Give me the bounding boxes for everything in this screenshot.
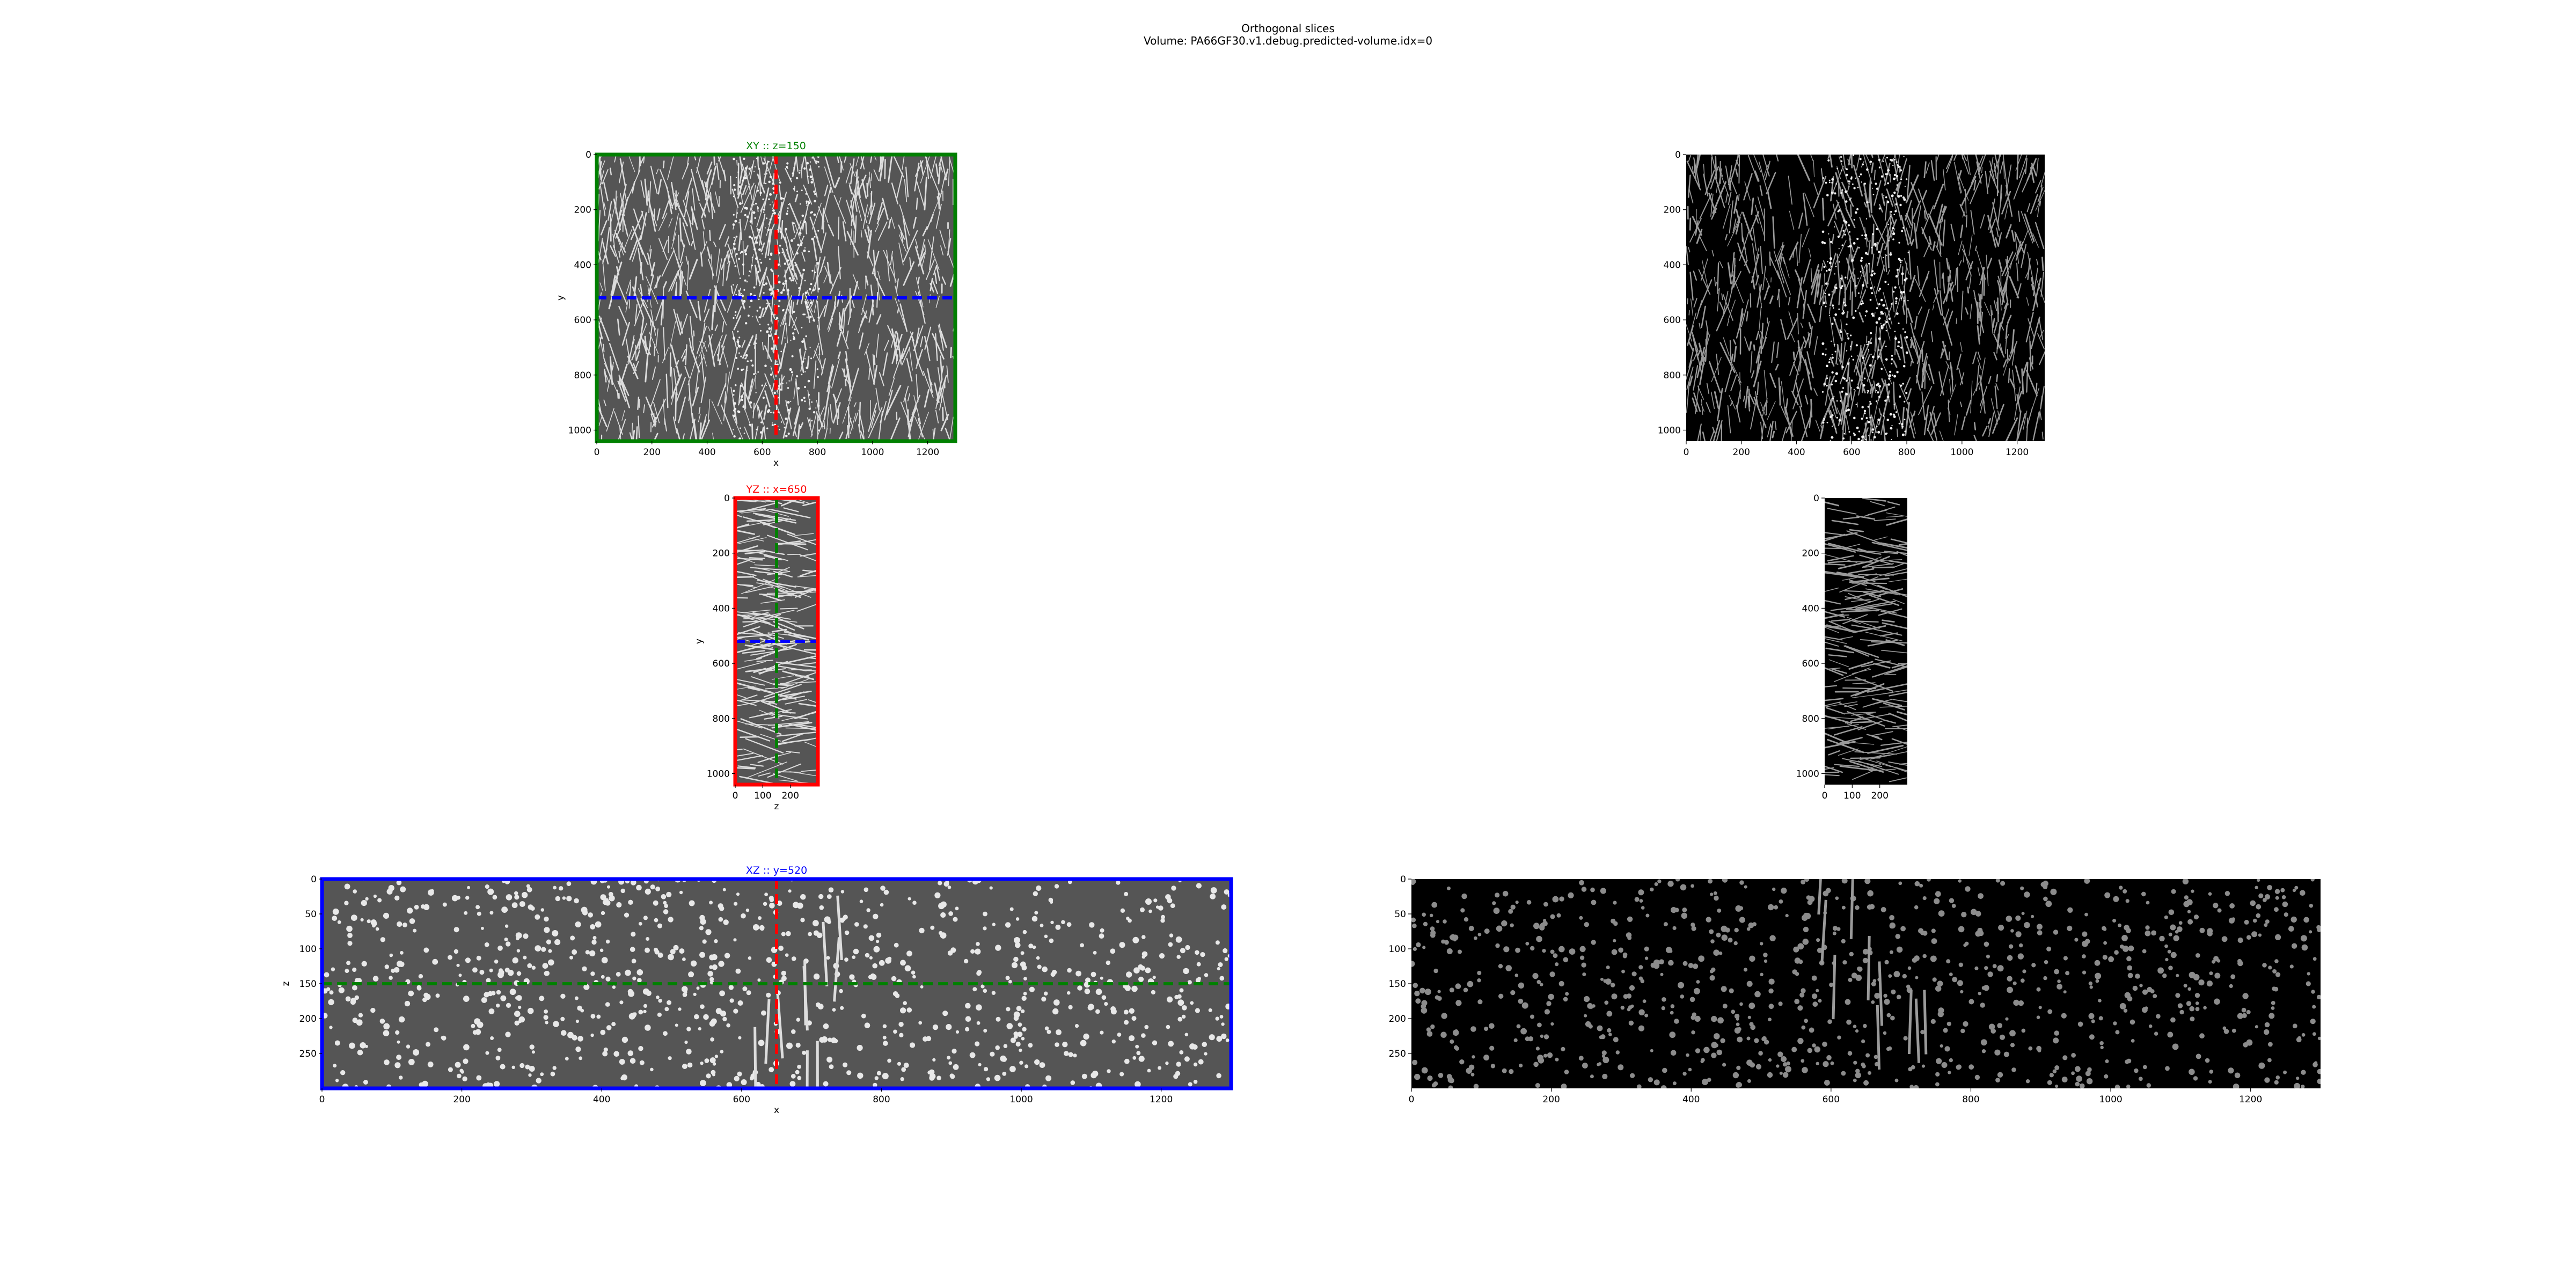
x-tick-label: 0 (594, 447, 600, 458)
figure-title: Orthogonal slices (1241, 22, 1335, 35)
x-tick-label: 1000 (1009, 1094, 1033, 1105)
x-tick-label: 1200 (2239, 1094, 2262, 1105)
y-tick-label: 600 (1802, 658, 1819, 669)
x-tick-label: 600 (1823, 1094, 1840, 1105)
y-tick-label: 250 (299, 1049, 317, 1059)
y-tick-label: 100 (1389, 944, 1406, 955)
x-tick-label: 200 (453, 1094, 470, 1105)
y-tick-label: 400 (574, 260, 591, 270)
panel-frame (733, 496, 820, 787)
y-tick-label: 600 (713, 658, 730, 669)
y-tick-label: 0 (1813, 493, 1819, 504)
x-tick-label: 200 (781, 791, 799, 801)
panel-title: YZ :: x=650 (746, 484, 807, 495)
x-axis-label: x (774, 1105, 779, 1116)
panel-frame (595, 152, 957, 443)
y-tick-label: 0 (586, 150, 591, 160)
panel-yz_pred: 0 100 200 0 200 400 600 800 1000 (1796, 493, 1907, 801)
y-tick-label: 200 (1802, 548, 1819, 559)
y-axis-label: y (694, 639, 705, 644)
y-tick-label: 150 (1389, 979, 1406, 990)
x-tick-label: 200 (1542, 1094, 1560, 1105)
slice-texture (1825, 498, 1907, 785)
x-tick-label: 600 (1843, 447, 1860, 458)
y-tick-label: 400 (1664, 260, 1681, 270)
panel-xy_raw: 0 200 400 600 800 1000 1200 0 200 400 600 800 1000 x y… (555, 140, 957, 469)
x-tick-label: 100 (754, 791, 771, 801)
y-tick-label: 200 (574, 205, 591, 216)
y-tick-label: 600 (574, 315, 591, 326)
y-tick-label: 0 (724, 493, 730, 504)
y-tick-label: 800 (1802, 714, 1819, 724)
y-tick-label: 150 (299, 979, 317, 990)
y-axis-label: y (555, 295, 566, 301)
y-tick-label: 0 (311, 874, 317, 885)
y-tick-label: 800 (1664, 370, 1681, 381)
x-tick-label: 0 (1684, 447, 1689, 458)
panel-title: XZ :: y=520 (746, 865, 807, 876)
panel-xy_pred: 0 200 400 600 800 1000 1200 0 200 400 600 800 1000 (1658, 150, 2045, 458)
figure-subtitle: Volume: PA66GF30.v1.debug.predicted-volu… (1144, 34, 1432, 47)
x-tick-label: 0 (1409, 1094, 1415, 1105)
x-tick-label: 400 (1682, 1094, 1700, 1105)
y-tick-label: 400 (1802, 603, 1819, 614)
x-tick-label: 1200 (1150, 1094, 1173, 1105)
x-tick-label: 1000 (861, 447, 884, 458)
y-tick-label: 1000 (707, 769, 730, 779)
x-tick-label: 200 (1733, 447, 1750, 458)
y-axis-label: z (281, 981, 291, 986)
x-tick-label: 600 (733, 1094, 750, 1105)
y-tick-label: 200 (1664, 205, 1681, 216)
panel-xz_raw: 0 200 400 600 800 1000 1200 0 50 100 150 200 250 x z XZ… (281, 865, 1233, 1116)
y-tick-label: 0 (1400, 874, 1406, 885)
x-axis-label: x (773, 458, 779, 469)
y-tick-label: 100 (299, 944, 317, 955)
x-tick-label: 400 (1788, 447, 1805, 458)
y-tick-label: 250 (1389, 1049, 1406, 1059)
x-axis-label: z (774, 801, 779, 812)
y-tick-label: 200 (299, 1014, 317, 1024)
x-tick-label: 0 (733, 791, 738, 801)
x-tick-label: 400 (593, 1094, 610, 1105)
x-tick-label: 800 (809, 447, 826, 458)
y-tick-label: 50 (305, 909, 317, 920)
slice-texture (1686, 155, 2045, 441)
x-tick-label: 600 (753, 447, 771, 458)
x-tick-label: 800 (1962, 1094, 1979, 1105)
x-tick-label: 0 (319, 1094, 325, 1105)
x-tick-label: 0 (1822, 791, 1828, 801)
x-tick-label: 800 (873, 1094, 890, 1105)
y-tick-label: 800 (574, 370, 591, 381)
y-tick-label: 200 (713, 548, 730, 559)
x-tick-label: 1000 (2099, 1094, 2122, 1105)
y-tick-label: 0 (1675, 150, 1681, 160)
x-tick-label: 1000 (1950, 447, 1973, 458)
y-tick-label: 1000 (568, 425, 591, 436)
x-tick-label: 100 (1843, 791, 1861, 801)
y-tick-label: 200 (1389, 1014, 1406, 1024)
x-tick-label: 200 (643, 447, 661, 458)
y-tick-label: 800 (713, 714, 730, 724)
y-tick-label: 50 (1394, 909, 1406, 920)
x-tick-label: 1200 (916, 447, 939, 458)
y-tick-label: 1000 (1796, 769, 1819, 779)
x-tick-label: 1200 (2006, 447, 2029, 458)
y-tick-label: 400 (713, 603, 730, 614)
panel-xz_pred: 0 200 400 600 800 1000 1200 0 50 100 150 200 250 (1389, 874, 2321, 1105)
y-tick-label: 600 (1664, 315, 1681, 326)
slice-texture (1411, 879, 2321, 1088)
x-tick-label: 800 (1898, 447, 1915, 458)
x-tick-label: 400 (698, 447, 715, 458)
y-tick-label: 1000 (1658, 425, 1681, 436)
panel-title: XY :: z=150 (746, 140, 806, 152)
x-tick-label: 200 (1871, 791, 1888, 801)
